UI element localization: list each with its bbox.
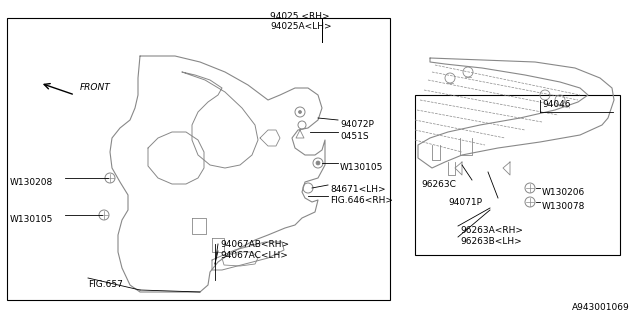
- Text: 94046: 94046: [542, 100, 570, 109]
- Text: 94025 <RH>: 94025 <RH>: [270, 12, 330, 21]
- Text: 94067AB<RH>: 94067AB<RH>: [220, 240, 289, 249]
- Text: 94025A<LH>: 94025A<LH>: [270, 22, 332, 31]
- Text: A943001069: A943001069: [572, 303, 630, 312]
- Text: W130105: W130105: [340, 163, 383, 172]
- Text: 96263A<RH>: 96263A<RH>: [460, 226, 523, 235]
- Text: W130078: W130078: [542, 202, 586, 211]
- Text: W130206: W130206: [542, 188, 585, 197]
- Text: FIG.646<RH>: FIG.646<RH>: [330, 196, 393, 205]
- Circle shape: [316, 161, 320, 165]
- Text: FRONT: FRONT: [80, 84, 111, 92]
- Text: 94067AC<LH>: 94067AC<LH>: [220, 251, 288, 260]
- Text: W130208: W130208: [10, 178, 53, 187]
- Bar: [7, 18, 390, 300]
- Text: 96263B<LH>: 96263B<LH>: [460, 237, 522, 246]
- Circle shape: [298, 110, 301, 114]
- Text: 96263C: 96263C: [421, 180, 456, 189]
- Text: 94071P: 94071P: [448, 198, 482, 207]
- Text: 84671<LH>: 84671<LH>: [330, 185, 386, 194]
- Text: FIG.657: FIG.657: [88, 280, 123, 289]
- Text: W130105: W130105: [10, 215, 53, 224]
- Bar: [415, 95, 620, 255]
- Text: 0451S: 0451S: [340, 132, 369, 141]
- Text: 94072P: 94072P: [340, 120, 374, 129]
